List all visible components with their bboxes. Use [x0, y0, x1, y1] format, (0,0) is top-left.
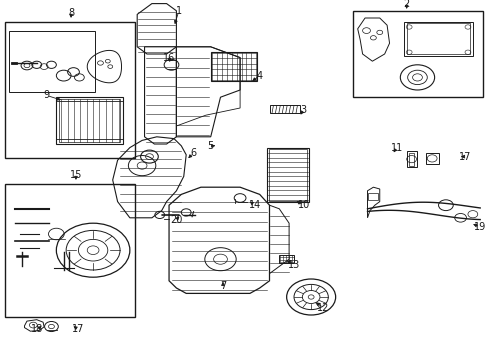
Text: 7: 7 — [220, 281, 226, 291]
Bar — [407, 151, 416, 167]
Bar — [9, 31, 95, 92]
Text: 17: 17 — [72, 324, 85, 334]
Text: 9: 9 — [44, 90, 49, 100]
Bar — [5, 22, 135, 158]
Text: 18: 18 — [30, 324, 43, 334]
Bar — [5, 184, 135, 317]
Bar — [426, 153, 439, 164]
Bar — [279, 255, 294, 263]
Text: 8: 8 — [68, 8, 74, 18]
Text: 4: 4 — [257, 71, 263, 81]
Bar — [269, 149, 307, 201]
Bar — [353, 11, 483, 97]
Bar — [407, 23, 470, 54]
Text: 15: 15 — [70, 170, 82, 180]
Bar — [211, 52, 257, 81]
Bar — [409, 153, 414, 166]
Text: 14: 14 — [249, 200, 261, 210]
Bar — [267, 148, 309, 202]
Text: 2: 2 — [404, 0, 410, 9]
Bar — [404, 22, 473, 56]
Text: 3: 3 — [301, 105, 307, 115]
Text: 1: 1 — [176, 6, 182, 16]
Text: 17: 17 — [459, 152, 472, 162]
Text: 12: 12 — [317, 303, 330, 313]
Text: 6: 6 — [191, 148, 196, 158]
Text: 5: 5 — [208, 141, 214, 151]
Bar — [56, 97, 122, 144]
Text: 20: 20 — [170, 215, 183, 225]
Text: 10: 10 — [297, 200, 310, 210]
Text: 19: 19 — [474, 222, 486, 232]
Bar — [59, 99, 120, 142]
Text: 11: 11 — [391, 143, 403, 153]
Text: 13: 13 — [288, 260, 300, 270]
Bar — [270, 105, 300, 113]
Text: 16: 16 — [163, 53, 175, 63]
Bar — [368, 193, 378, 200]
